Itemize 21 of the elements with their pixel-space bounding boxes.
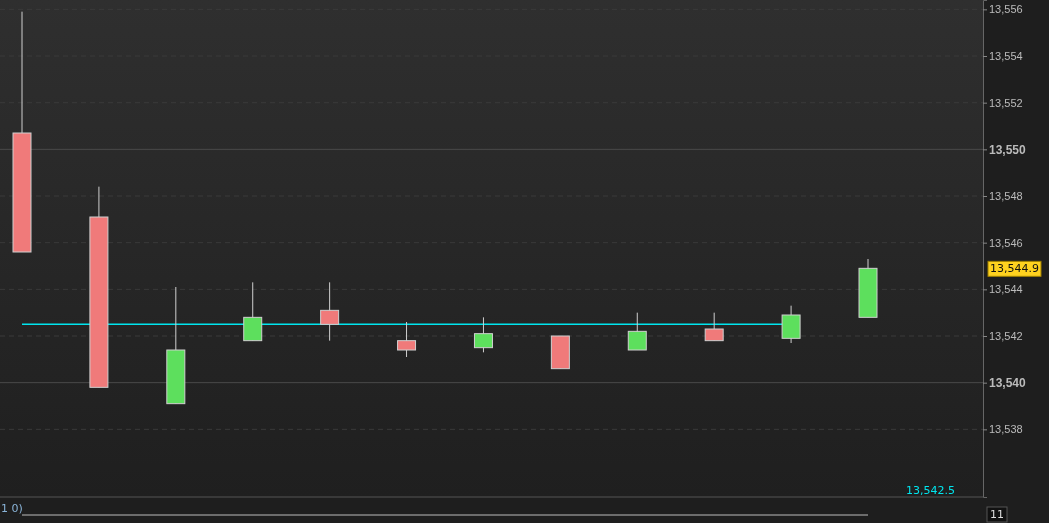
y-tick-label: 13,542 [989, 330, 1023, 343]
text: 11 [990, 508, 1004, 521]
text: 1 0) [1, 502, 23, 515]
ref-line-label: 13,542.5 [906, 484, 955, 497]
candlestick [473, 316, 493, 353]
y-tick-label: 13,540 [989, 376, 1027, 391]
candlestick [397, 321, 417, 358]
y-tick-label: 13,544 [989, 283, 1023, 296]
y-tick-label: 13,554 [989, 50, 1023, 63]
candlestick [627, 312, 647, 351]
text: 13,544.9 [990, 262, 1039, 276]
y-tick-label: 13,548 [989, 190, 1023, 203]
candlestick [781, 305, 801, 344]
y-tick-label: 13,538 [989, 423, 1023, 436]
candlestick [243, 281, 263, 342]
candlestick [704, 312, 724, 342]
y-tick-label: 13,552 [989, 96, 1023, 109]
y-tick-label: 13,556 [989, 3, 1023, 16]
candlestick [320, 281, 340, 342]
y-tick-label: 13,546 [989, 236, 1023, 249]
y-tick-label: 13,550 [989, 142, 1027, 157]
